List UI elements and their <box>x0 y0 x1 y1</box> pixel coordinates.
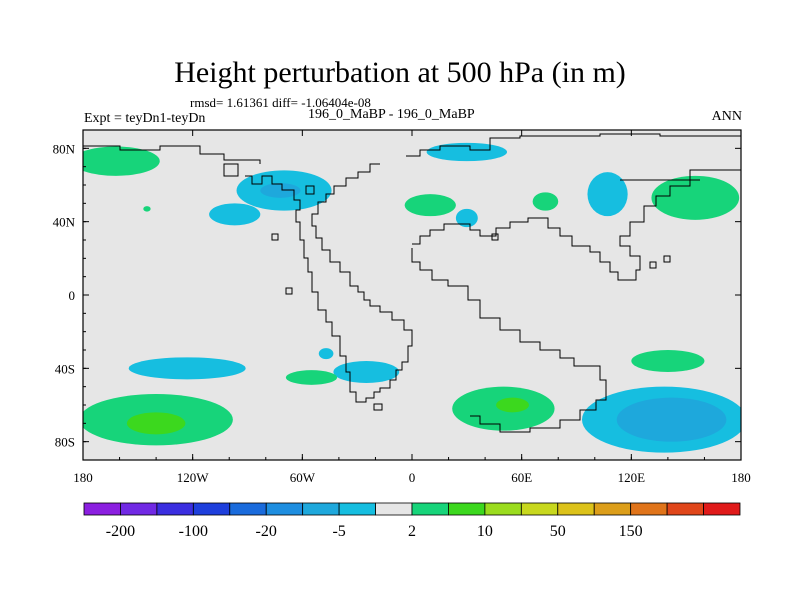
colorbar-swatch <box>265 502 304 516</box>
colorbar-swatch <box>484 502 522 516</box>
experiment-label: Expt = teyDn1-teyDn <box>84 111 206 126</box>
x-tick-label: 180 <box>731 470 751 485</box>
island-box-8 <box>305 185 315 195</box>
anomaly-region <box>209 203 261 226</box>
colorbar-swatch <box>229 502 267 516</box>
island-box-2 <box>285 287 293 295</box>
colorbar-swatch <box>156 502 194 516</box>
anomaly-fields <box>83 142 741 453</box>
colorbar-swatch <box>192 502 231 516</box>
colorbar: -200 -100 -20 -5 2 10 50 150 <box>83 502 741 540</box>
coastline-siberia <box>620 169 741 181</box>
coastline-africa <box>411 248 607 433</box>
anomaly-region <box>333 361 400 383</box>
colorbar-label: 10 <box>477 523 493 540</box>
colorbar-label: -100 <box>179 523 208 540</box>
anomaly-region <box>496 397 529 413</box>
chart-title: Height perturbation at 500 hPa (in m) <box>174 56 626 89</box>
colorbar-label: -20 <box>256 523 277 540</box>
anomaly-region <box>126 412 186 435</box>
anomaly-region <box>128 357 246 380</box>
anomaly-region <box>532 192 559 211</box>
island-box-4 <box>663 255 671 263</box>
anomaly-region <box>260 183 301 198</box>
colorbar-label: 50 <box>550 523 566 540</box>
anomaly-region <box>83 146 160 176</box>
island-box-3 <box>649 261 657 269</box>
y-tick-label: 40S <box>55 361 75 376</box>
x-tick-label: 120E <box>618 470 646 485</box>
colorbar-swatch <box>703 502 741 516</box>
y-tick-label: 0 <box>69 288 76 303</box>
island-box-5 <box>271 233 279 241</box>
stats-label: rmsd= 1.61361 diff= -1.06404e-08 <box>190 95 371 110</box>
colorbar-label: 150 <box>619 523 643 540</box>
island-box-1 <box>223 163 239 177</box>
x-tick-label: 0 <box>409 470 416 485</box>
island-box-6 <box>491 233 499 241</box>
y-tick-label: 80N <box>53 141 76 156</box>
colorbar-swatch <box>411 502 449 516</box>
colorbar-swatch <box>338 502 376 516</box>
colorbar-label: -200 <box>106 523 135 540</box>
y-tick-label: 40N <box>53 215 76 230</box>
anomaly-region <box>285 370 338 385</box>
colorbar-swatch <box>375 502 413 516</box>
colorbar-swatch <box>520 502 559 516</box>
anomaly-region <box>318 348 334 360</box>
colorbar-label: 2 <box>408 523 416 540</box>
colorbar-label: -5 <box>332 523 345 540</box>
colorbar-swatch <box>557 502 595 516</box>
coastline-arctic <box>83 145 261 164</box>
colorbar-swatch <box>630 502 668 516</box>
anomaly-region <box>404 194 456 217</box>
x-tick-label: 180 <box>73 470 93 485</box>
x-tick-label: 60W <box>290 470 316 485</box>
colorbar-swatch <box>302 502 340 516</box>
anomaly-region <box>587 172 628 217</box>
coastline-greenland <box>406 133 741 157</box>
anomaly-region <box>616 397 727 442</box>
anomaly-region <box>426 142 508 162</box>
x-tick-label: 120W <box>177 470 210 485</box>
coastline-eurasia <box>412 179 700 281</box>
coastlines <box>83 133 741 433</box>
island-box-7 <box>373 403 383 411</box>
axis-ticks: 180 120W 60W 0 60E 120E 180 80N 40N 0 40S 80S <box>53 129 751 485</box>
y-tick-label: 80S <box>55 435 75 450</box>
colorbar-swatch <box>448 502 486 516</box>
season-label: ANN <box>711 109 742 124</box>
x-tick-label: 60E <box>511 470 532 485</box>
anomaly-region <box>651 175 740 220</box>
colorbar-swatch <box>666 502 704 516</box>
colorbar-swatch <box>593 502 632 516</box>
colorbar-swatch <box>83 502 121 516</box>
anomaly-region <box>143 206 151 212</box>
anomaly-region <box>631 350 705 372</box>
coastline-americas <box>245 163 413 403</box>
colorbar-swatch <box>120 502 158 516</box>
case-label: 196_0_MaBP - 196_0_MaBP <box>308 107 475 122</box>
anomaly-region <box>455 208 478 228</box>
